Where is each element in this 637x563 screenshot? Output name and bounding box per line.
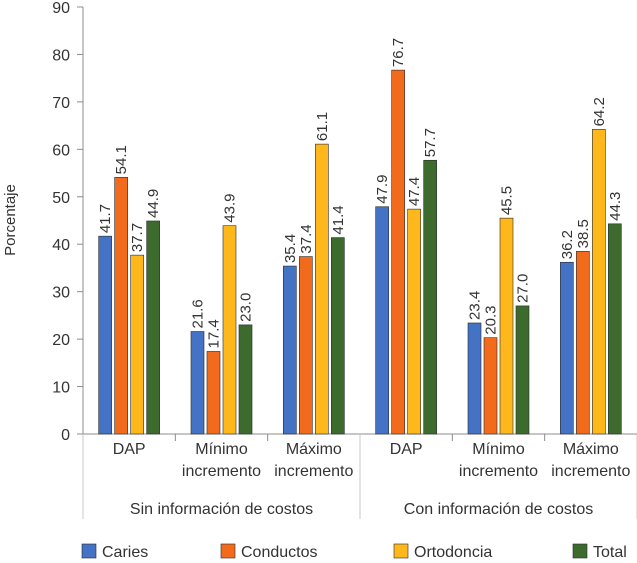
- bar-ortodoncia: [130, 254, 144, 435]
- data-label: 38.5: [575, 219, 592, 248]
- legend-label: Conductos: [241, 544, 318, 561]
- bar-total: [423, 159, 437, 435]
- data-label: 41.4: [330, 205, 347, 234]
- legend-swatch: [572, 543, 588, 559]
- x-category-label: Máximo: [286, 441, 342, 458]
- data-label: 35.4: [282, 234, 299, 263]
- x-category-label: DAP: [113, 441, 146, 458]
- data-label: 54.1: [113, 145, 130, 174]
- y-tick-label: 0: [61, 427, 70, 444]
- x-category-label: Mínimo: [195, 441, 248, 458]
- bar-total: [331, 237, 345, 435]
- bar-total: [238, 324, 253, 435]
- x-category-label: incremento: [182, 463, 261, 480]
- data-label: 37.7: [129, 223, 146, 252]
- data-label: 17.4: [206, 319, 223, 348]
- legend-label: Total: [593, 544, 627, 561]
- legend-label: Caries: [102, 544, 148, 561]
- data-label: 27.0: [515, 274, 532, 303]
- data-label: 36.2: [559, 230, 576, 259]
- data-label: 45.5: [499, 186, 516, 215]
- legend-swatch: [393, 543, 409, 559]
- y-tick-label: 10: [52, 380, 70, 397]
- x-category-label: incremento: [551, 463, 630, 480]
- data-label: 64.2: [591, 97, 608, 126]
- y-tick-label: 90: [52, 0, 70, 17]
- data-label: 61.1: [314, 112, 331, 141]
- bar-ortodoncia: [407, 208, 421, 435]
- x-category-label: incremento: [274, 463, 353, 480]
- y-tick-label: 80: [52, 47, 70, 64]
- y-tick-label: 20: [52, 332, 70, 349]
- legend-swatch: [81, 543, 97, 559]
- bar-ortodoncia: [315, 143, 329, 435]
- legend-label: Ortodoncia: [414, 544, 492, 561]
- x-category-label: Máximo: [563, 441, 619, 458]
- bar-conductos: [483, 337, 498, 435]
- bar-caries: [467, 322, 482, 435]
- data-label: 47.4: [406, 177, 423, 206]
- bar-ortodoncia: [499, 217, 514, 435]
- x-category-label: incremento: [459, 463, 538, 480]
- bar-caries: [560, 261, 574, 435]
- data-label: 47.9: [374, 175, 391, 204]
- bar-conductos: [391, 69, 405, 435]
- data-label: 76.7: [390, 38, 407, 67]
- data-label: 57.7: [422, 128, 439, 157]
- bar-caries: [283, 265, 297, 435]
- bar-conductos: [114, 177, 128, 435]
- bar-caries: [98, 235, 112, 435]
- bar-conductos: [576, 251, 590, 435]
- data-label: 44.3: [607, 192, 624, 221]
- x-group-label: Sin información de costos: [130, 501, 313, 518]
- bar-conductos: [206, 351, 221, 435]
- bar-ortodoncia: [222, 225, 237, 435]
- bar-caries: [190, 331, 205, 435]
- bar-caries: [375, 206, 389, 435]
- data-label: 23.4: [467, 291, 484, 320]
- bar-total: [515, 305, 530, 435]
- y-tick-label: 40: [52, 237, 70, 254]
- data-label: 20.3: [483, 305, 500, 334]
- x-category-label: DAP: [390, 441, 423, 458]
- y-axis-label: Porcentaje: [2, 184, 19, 256]
- bar-ortodoncia: [592, 129, 606, 435]
- bar-total: [146, 220, 160, 435]
- y-tick-label: 30: [52, 285, 70, 302]
- data-label: 44.9: [145, 189, 162, 218]
- data-label: 23.0: [238, 293, 255, 322]
- data-label: 21.6: [190, 299, 207, 328]
- data-label: 41.7: [97, 204, 114, 233]
- data-label: 43.9: [222, 194, 239, 223]
- bar-total: [608, 223, 622, 435]
- y-tick-label: 50: [52, 190, 70, 207]
- legend-swatch: [220, 543, 236, 559]
- bar-conductos: [299, 256, 313, 435]
- x-group-label: Con información de costos: [404, 501, 593, 518]
- y-tick-label: 60: [52, 142, 70, 159]
- x-category-label: Mínimo: [472, 441, 525, 458]
- data-label: 37.4: [298, 224, 315, 253]
- y-tick-label: 70: [52, 95, 70, 112]
